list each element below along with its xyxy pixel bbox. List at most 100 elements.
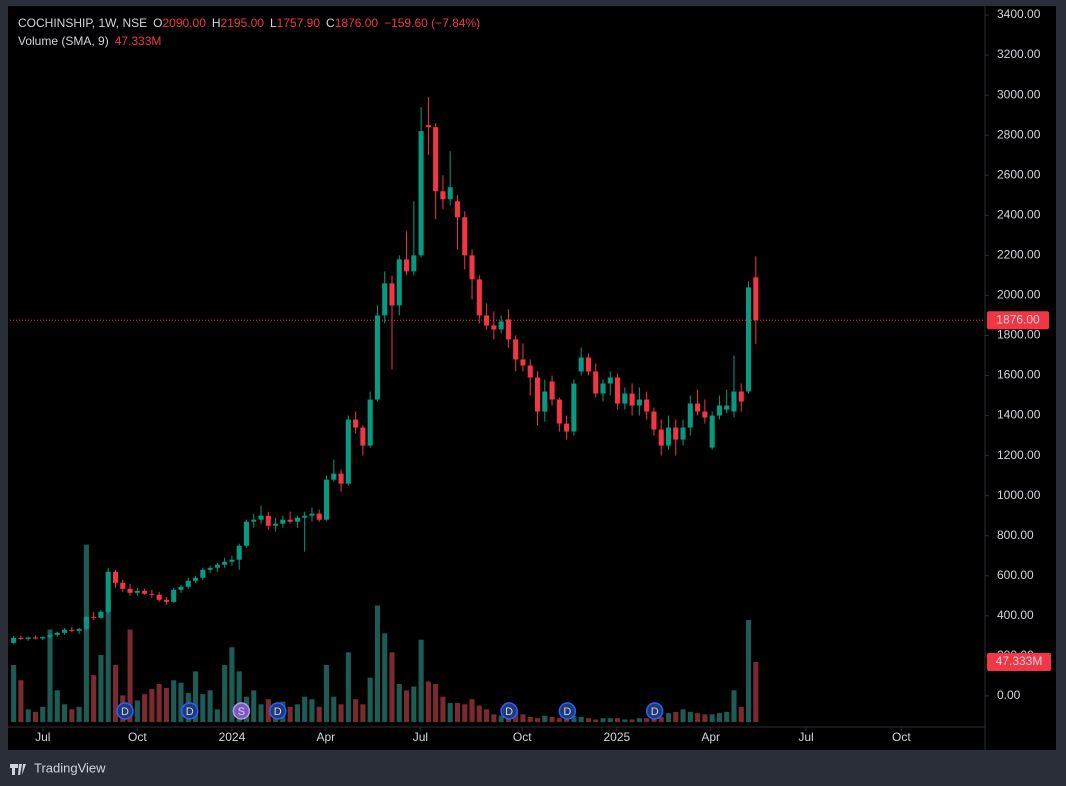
volume-bar xyxy=(695,713,701,722)
y-tick-label: 1800.00 xyxy=(997,328,1041,342)
volume-bar xyxy=(163,687,169,722)
volume-bar xyxy=(534,718,541,722)
candle-body xyxy=(222,561,228,565)
y-tick-label: 600.00 xyxy=(997,568,1034,582)
y-tick-label: 1400.00 xyxy=(997,408,1041,422)
volume-bar xyxy=(171,680,177,722)
symbol: COCHINSHIP, 1W, NSE xyxy=(18,16,147,30)
candle-body xyxy=(294,517,300,522)
volume-bar xyxy=(374,605,380,722)
volume-bar xyxy=(98,654,104,722)
volume-bar xyxy=(338,704,344,722)
candle-body xyxy=(40,637,46,639)
volume-bar xyxy=(396,684,402,722)
candle-body xyxy=(105,571,111,612)
candle-body xyxy=(513,339,519,360)
y-tick-label: 400.00 xyxy=(997,608,1034,622)
change: −159.60 (−7.84%) xyxy=(384,16,480,30)
volume-bar xyxy=(447,703,453,722)
candle-body xyxy=(185,580,191,587)
event-label: D xyxy=(651,706,659,718)
event-label: D xyxy=(121,706,129,718)
volume-bar xyxy=(498,715,504,722)
candle-body xyxy=(120,582,126,589)
volume-bar xyxy=(673,711,679,722)
event-label: D xyxy=(186,706,194,718)
candle-body xyxy=(709,415,715,448)
volume-bar xyxy=(484,709,490,722)
chart-pane xyxy=(8,6,1056,750)
volume-bar xyxy=(745,620,752,722)
candle-body xyxy=(192,577,199,581)
volume-bar xyxy=(112,665,119,722)
volume-bar xyxy=(738,706,744,722)
candle-body xyxy=(265,515,271,526)
volume-label-bg xyxy=(987,653,1051,672)
candle-body xyxy=(156,594,162,600)
volume-bar xyxy=(294,704,300,722)
volume-bar xyxy=(491,714,497,722)
candle-body xyxy=(556,399,562,424)
candle-body xyxy=(585,357,591,372)
volume-bar xyxy=(753,662,759,722)
volume-bar xyxy=(76,706,82,722)
volume-bar xyxy=(18,680,24,722)
volume-bar xyxy=(585,718,591,722)
candle-body xyxy=(251,519,257,522)
volume-bar xyxy=(265,699,271,722)
price-label: 1876.00 xyxy=(996,312,1040,326)
candle-body xyxy=(498,321,504,330)
candle-body xyxy=(571,383,577,432)
candle-body xyxy=(745,287,752,392)
candle-body xyxy=(476,279,482,316)
candle-body xyxy=(302,515,308,518)
l-value: 1757.90 xyxy=(277,16,321,30)
candle-body xyxy=(112,571,119,583)
volume-bar xyxy=(207,690,213,722)
y-tick-label: 1600.00 xyxy=(997,368,1041,382)
candle-body xyxy=(258,515,264,520)
volume-bar xyxy=(360,704,366,722)
candle-body xyxy=(134,590,140,593)
candle-body xyxy=(178,586,184,590)
candle-body xyxy=(236,545,242,560)
candle-body xyxy=(629,393,635,406)
candle-body xyxy=(83,616,89,629)
volume-bar xyxy=(192,671,199,722)
volume-bar xyxy=(615,718,621,722)
volume-bar xyxy=(404,690,410,722)
candle-body xyxy=(309,513,315,516)
volume-bar xyxy=(418,639,424,722)
y-tick-label: 1200.00 xyxy=(997,448,1041,462)
volume-label: 47.333M xyxy=(996,654,1043,668)
event-marker xyxy=(558,702,577,720)
candle-body xyxy=(695,403,701,412)
x-tick-label: Oct xyxy=(513,730,532,744)
candle-body xyxy=(11,637,17,643)
candle-body xyxy=(418,131,424,256)
volume-bar xyxy=(571,715,577,722)
volume-bar xyxy=(411,686,417,722)
candle-body xyxy=(316,513,322,520)
candle-body xyxy=(200,569,206,578)
candle-body xyxy=(25,637,31,639)
volume-bar xyxy=(724,711,730,722)
candle-body xyxy=(243,521,250,546)
volume-bar xyxy=(287,706,293,722)
volume-bar xyxy=(578,716,584,722)
candle-body xyxy=(505,319,511,340)
candle-body xyxy=(731,391,737,412)
logo xyxy=(10,764,26,775)
volume-bar xyxy=(11,665,17,722)
candle-body xyxy=(360,427,366,446)
candle-body xyxy=(622,393,628,404)
volume-bar xyxy=(316,706,322,722)
volume-bar xyxy=(382,633,388,722)
volume-bar xyxy=(222,665,228,722)
volume-bar xyxy=(716,713,722,722)
y-tick-label: 800.00 xyxy=(997,528,1034,542)
volume-bar xyxy=(556,718,562,722)
x-tick-label: 2025 xyxy=(603,730,630,744)
volume-bar xyxy=(527,716,533,722)
